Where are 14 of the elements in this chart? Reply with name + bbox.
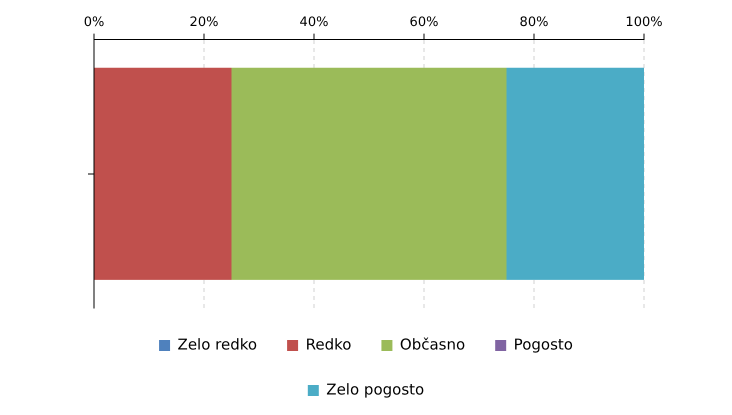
- x-tick-label: 80%: [520, 15, 548, 30]
- x-tick-label: 40%: [300, 15, 328, 30]
- legend-label: Občasno: [400, 335, 466, 354]
- legend-label: Zelo pogosto: [326, 380, 424, 398]
- bar: [506, 68, 644, 280]
- x-tick-label: 0%: [84, 15, 104, 30]
- legend-label: Redko: [306, 335, 352, 354]
- legend-label: Zelo redko: [178, 335, 258, 354]
- legend-label: Pogosto: [514, 335, 573, 354]
- bar: [232, 68, 506, 280]
- x-tick-label: 20%: [190, 15, 218, 30]
- bar: [94, 68, 232, 280]
- x-tick-label: 100%: [625, 15, 663, 30]
- x-tick-label: 60%: [410, 15, 438, 30]
